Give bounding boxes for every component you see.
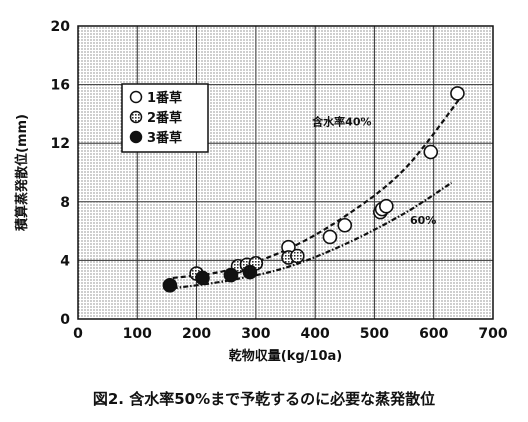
y-axis-ticks: 0 4 8 12 16 20 xyxy=(51,19,71,328)
plot-frame xyxy=(77,25,494,320)
data-point-series-1 xyxy=(423,144,439,160)
curve-label-60: 60% xyxy=(410,214,436,227)
trend-curve-0 xyxy=(172,97,462,280)
trend-curves xyxy=(172,97,462,290)
y-axis-label: 積算蒸発散位(mm) xyxy=(14,114,30,232)
x-tick-label: 0 xyxy=(73,326,83,342)
y-tick-label: 12 xyxy=(51,136,70,152)
data-point-series-1 xyxy=(322,229,338,245)
data-point-series-2 xyxy=(290,248,305,264)
plot-area xyxy=(78,26,493,319)
data-point-series-1 xyxy=(337,217,353,233)
data-point-series-3 xyxy=(162,278,178,293)
x-tick-label: 200 xyxy=(182,326,211,342)
x-axis-label: 乾物収量(kg/10a) xyxy=(229,348,342,364)
data-point-series-3 xyxy=(223,267,239,283)
x-tick-label: 100 xyxy=(123,326,152,342)
trend-curve-1 xyxy=(172,181,453,290)
data-point-series-1 xyxy=(450,86,465,101)
y-tick-label: 8 xyxy=(60,195,70,211)
data-point-series-1 xyxy=(378,198,394,214)
y-tick-label: 16 xyxy=(51,78,70,94)
data-point-series-3 xyxy=(195,270,210,286)
data-points xyxy=(162,86,465,293)
x-tick-label: 300 xyxy=(241,326,270,342)
legend: 1番草 2番草 3番草 xyxy=(121,83,209,153)
legend-marker-1 xyxy=(129,90,143,104)
grid-lines xyxy=(78,26,493,319)
curve-label-40: 含水率40% xyxy=(311,115,371,129)
y-tick-label: 20 xyxy=(51,19,71,35)
legend-label-1: 1番草 xyxy=(147,90,182,106)
y-tick-label: 4 xyxy=(60,253,70,269)
figure-caption: 図2. 含水率50%まで予乾するのに必要な蒸発散位 xyxy=(93,390,435,408)
x-axis-ticks: 0 100 200 300 400 500 600 700 xyxy=(73,326,508,342)
legend-label-3: 3番草 xyxy=(147,130,182,146)
legend-marker-2 xyxy=(129,110,143,124)
x-tick-label: 600 xyxy=(419,326,448,342)
legend-label-2: 2番草 xyxy=(147,110,182,126)
y-tick-label: 0 xyxy=(60,312,70,328)
data-point-series-3 xyxy=(242,264,258,280)
x-tick-label: 700 xyxy=(478,326,507,342)
legend-marker-3 xyxy=(129,130,143,144)
x-tick-label: 500 xyxy=(360,326,389,342)
x-tick-label: 400 xyxy=(301,326,330,342)
